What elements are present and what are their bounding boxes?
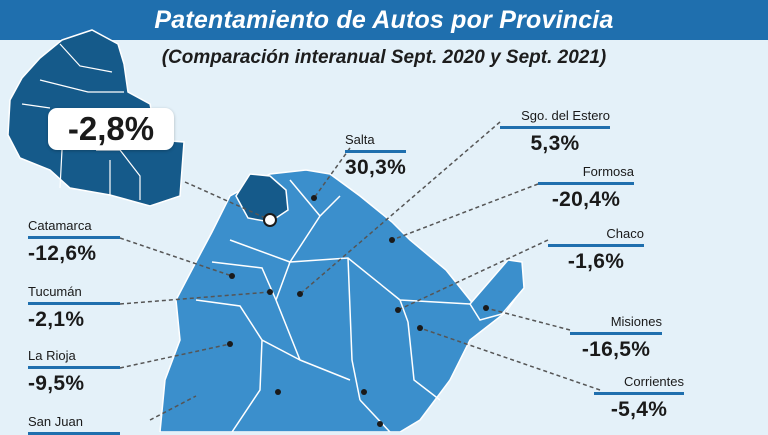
label-la-rioja: La Rioja -9,5%	[28, 348, 120, 396]
marker-formosa	[389, 237, 395, 243]
la-rioja-value: -9,5%	[28, 372, 85, 395]
marker-salta	[311, 195, 317, 201]
marker-extra-2	[377, 421, 383, 427]
corrientes-value: -5,4%	[610, 398, 668, 421]
tucuman-value: -2,1%	[28, 308, 85, 331]
label-sgo-estero: Sgo. del Estero 5,3%	[500, 108, 610, 156]
label-salta: Salta 30,3%	[345, 132, 407, 180]
catamarca-value: -12,6%	[28, 242, 97, 265]
label-chaco: Chaco -1,6%	[548, 226, 644, 274]
marker-corrientes	[417, 325, 423, 331]
main-map	[159, 169, 525, 432]
marker-extra-1	[361, 389, 367, 395]
inset-value-badge: -2,8%	[48, 108, 174, 150]
marker-sgo-estero	[297, 291, 303, 297]
formosa-value: -20,4%	[551, 188, 621, 211]
la-rioja-name: La Rioja	[28, 348, 120, 369]
marker-misiones	[483, 305, 489, 311]
misiones-name: Misiones	[570, 314, 662, 335]
sgo-estero-value: 5,3%	[530, 132, 580, 155]
marker-catamarca	[229, 273, 235, 279]
misiones-value: -16,5%	[581, 338, 651, 361]
marker-chaco	[395, 307, 401, 313]
page-title: Patentamiento de Autos por Provincia	[154, 5, 614, 34]
label-misiones: Misiones -16,5%	[570, 314, 662, 362]
salta-value: 30,3%	[345, 156, 407, 179]
label-catamarca: Catamarca -12,6%	[28, 218, 120, 266]
label-formosa: Formosa -20,4%	[538, 164, 634, 212]
label-corrientes: Corrientes -5,4%	[594, 374, 684, 422]
salta-name: Salta	[345, 132, 407, 153]
province-markers	[227, 195, 489, 427]
catamarca-name: Catamarca	[28, 218, 120, 239]
tucuman-name: Tucumán	[28, 284, 120, 305]
marker-san-juan	[275, 389, 281, 395]
page-subtitle: (Comparación interanual Sept. 2020 y Sep…	[161, 47, 607, 68]
corrientes-name: Corrientes	[594, 374, 684, 395]
chaco-name: Chaco	[548, 226, 644, 247]
formosa-name: Formosa	[538, 164, 634, 185]
leader-lines	[119, 121, 601, 421]
inset-marker	[263, 213, 277, 227]
sgo-estero-name: Sgo. del Estero	[500, 108, 610, 129]
title-bar: Patentamiento de Autos por Provincia	[0, 0, 768, 40]
marker-tucuman	[267, 289, 273, 295]
label-tucuman: Tucumán -2,1%	[28, 284, 120, 332]
chaco-value: -1,6%	[567, 250, 625, 273]
marker-la-rioja	[227, 341, 233, 347]
